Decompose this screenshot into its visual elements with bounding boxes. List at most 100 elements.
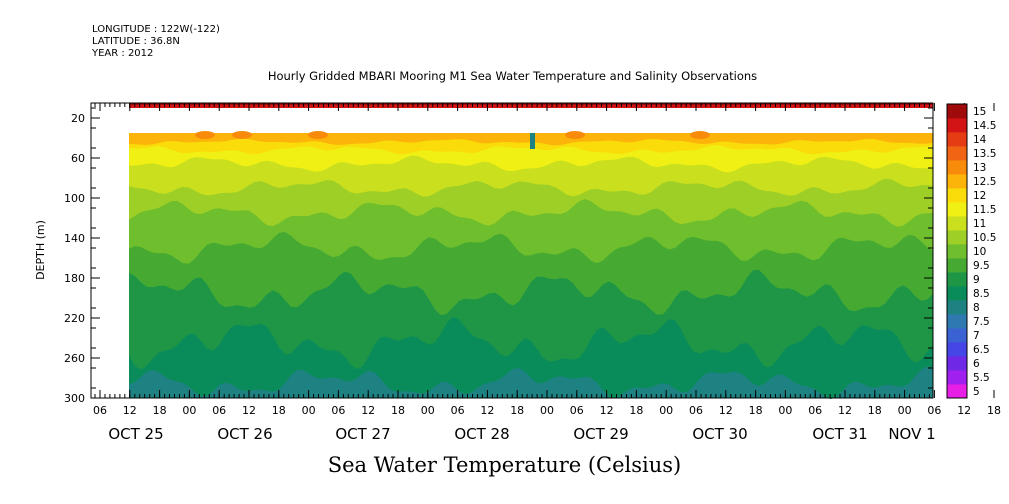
y-tick-label: 60 [71, 152, 85, 165]
cold-intrusion [530, 133, 535, 149]
colorbar-label: 5.5 [973, 372, 990, 384]
y-tick-label: 20 [71, 112, 85, 125]
colorbar-label: 13.5 [973, 148, 996, 160]
x-hour-label: 00 [421, 404, 435, 417]
colorbar-swatch [947, 188, 967, 203]
x-hour-label: 06 [927, 404, 941, 417]
colorbar-title: Sea Water Temperature (Celsius) [327, 453, 682, 477]
x-hour-label: 18 [868, 404, 882, 417]
y-tick-label: 220 [64, 312, 85, 325]
x-day-label: OCT 31 [812, 425, 867, 443]
x-hour-label: 18 [391, 404, 405, 417]
x-day-label: NOV 1 [888, 425, 935, 443]
colorbar-label: 14.5 [973, 120, 996, 132]
colorbar-label: 14 [973, 134, 987, 146]
x-hour-label: 18 [510, 404, 524, 417]
x-day-label: OCT 27 [335, 425, 390, 443]
colorbar-label: 8 [973, 302, 980, 314]
colorbar-swatch [947, 230, 967, 245]
colorbar-swatch [947, 104, 967, 119]
colorbar-label: 9 [973, 274, 980, 286]
colorbar-swatch [947, 118, 967, 133]
x-hour-label: 12 [600, 404, 614, 417]
colorbar-label: 12.5 [973, 176, 996, 188]
colorbar-swatch [947, 244, 967, 259]
y-axis-label: DEPTH (m) [34, 220, 47, 280]
x-hour-label: 18 [749, 404, 763, 417]
colorbar-swatch [947, 356, 967, 371]
temperature-band [129, 366, 933, 400]
x-day-label: OCT 25 [108, 425, 163, 443]
colorbar-label: 11.5 [973, 204, 996, 216]
y-tick-label: 140 [64, 232, 85, 245]
year-label: YEAR : 2012 [92, 48, 154, 59]
colorbar-label: 13 [973, 162, 986, 174]
colorbar-swatch [947, 216, 967, 231]
x-hour-label: 18 [153, 404, 167, 417]
x-day-label: OCT 30 [692, 425, 747, 443]
x-hour-label: 18 [629, 404, 643, 417]
x-hour-label: 12 [361, 404, 375, 417]
x-hour-label: 12 [242, 404, 256, 417]
x-hour-label: 12 [838, 404, 852, 417]
metadata-block: LONGITUDE : 122W(-122) LATITUDE : 36.8N … [92, 24, 220, 60]
x-hour-label: 18 [272, 404, 286, 417]
x-hour-label: 06 [212, 404, 226, 417]
x-hour-label: 06 [93, 404, 107, 417]
x-hour-label: 12 [480, 404, 494, 417]
colorbar-swatch [947, 384, 967, 399]
colorbar-swatch [947, 258, 967, 273]
colorbar-swatch [947, 272, 967, 287]
warm-patch [690, 131, 710, 139]
colorbar-swatch [947, 174, 967, 189]
colorbar-label: 7.5 [973, 316, 990, 328]
x-hour-label: 06 [570, 404, 584, 417]
colorbar-label: 11 [973, 218, 986, 230]
x-hour-label: 00 [302, 404, 316, 417]
x-day-label: OCT 26 [217, 425, 272, 443]
x-hour-label: 06 [331, 404, 345, 417]
colorbar-swatch [947, 328, 967, 343]
y-tick-label: 300 [64, 392, 85, 405]
warm-patch [232, 131, 252, 139]
x-hour-label: 06 [808, 404, 822, 417]
x-hour-label: 18 [987, 404, 1001, 417]
colorbar-swatch [947, 314, 967, 329]
x-day-label: OCT 29 [573, 425, 628, 443]
colorbar-swatch [947, 300, 967, 315]
colorbar-swatch [947, 132, 967, 147]
colorbar-label: 8.5 [973, 288, 990, 300]
longitude-label: LONGITUDE : 122W(-122) [92, 24, 220, 35]
colorbar-swatch [947, 146, 967, 161]
colorbar-label: 12 [973, 190, 986, 202]
warm-patch [308, 131, 328, 139]
surface-band [129, 103, 933, 108]
latitude-label: LATITUDE : 36.8N [92, 36, 180, 47]
surface-band-top [129, 103, 933, 105]
x-hour-label: 06 [689, 404, 703, 417]
x-hour-label: 06 [451, 404, 465, 417]
x-hour-label: 12 [123, 404, 137, 417]
colorbar-label: 15 [973, 106, 986, 118]
colorbar-swatch [947, 202, 967, 217]
x-day-label: OCT 28 [454, 425, 509, 443]
x-hour-label: 00 [540, 404, 554, 417]
y-tick-label: 180 [64, 272, 85, 285]
y-tick-label: 100 [64, 192, 85, 205]
colorbar-label: 6.5 [973, 344, 990, 356]
colorbar-label: 6 [973, 358, 980, 370]
x-hour-label: 00 [659, 404, 673, 417]
colorbar-label: 5 [973, 386, 980, 398]
colorbar-swatch [947, 160, 967, 175]
colorbar-swatch [947, 342, 967, 357]
colorbar-label: 9.5 [973, 260, 990, 272]
x-hour-label: 00 [182, 404, 196, 417]
chart-title: Hourly Gridded MBARI Mooring M1 Sea Wate… [267, 69, 758, 83]
colorbar-swatch [947, 286, 967, 301]
x-hour-label: 00 [898, 404, 912, 417]
colorbar-label: 10 [973, 246, 986, 258]
no-data-gap [129, 108, 933, 133]
x-hour-label: 00 [778, 404, 792, 417]
warm-patch [565, 131, 585, 139]
